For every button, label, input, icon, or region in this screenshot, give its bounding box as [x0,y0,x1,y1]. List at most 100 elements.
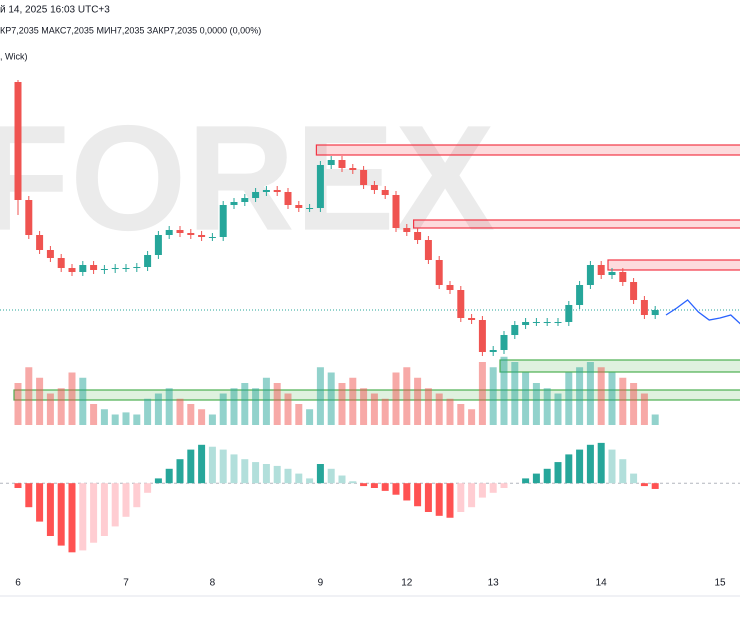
oscillator-bar [424,483,432,512]
candle-body [262,190,270,192]
volume-bar [327,372,335,425]
volume-bar [306,409,314,425]
volume-bar [165,388,173,425]
oscillator-bar [198,444,206,484]
x-tick-label: 6 [15,578,21,589]
candle-body [349,168,357,170]
candle-body [435,260,443,285]
volume-bar [36,377,44,425]
oscillator-bar [403,483,411,501]
candle-body [46,250,54,258]
oscillator-bar [381,483,389,491]
candle-body [187,233,195,235]
oscillator-bar [576,449,584,484]
volume-bar [176,398,184,425]
candle-body [565,305,573,322]
volume-bar [565,372,573,425]
candle-body [543,322,551,323]
candle-body [219,205,227,237]
volume-bar [230,388,238,425]
volume-bar [640,393,648,425]
candle-body [252,192,260,198]
oscillator-bar [392,483,400,495]
oscillator-bar [208,446,216,484]
candle-body [154,235,162,255]
volume-bar [208,414,216,425]
candle-body [446,285,454,290]
oscillator-bar [154,478,162,484]
volume-bar [478,362,486,425]
oscillator-bar [435,483,443,516]
candle-body [273,190,281,192]
oscillator-bar [79,483,87,551]
volume-bar [370,393,378,425]
watermark: RFOREX [0,94,495,262]
oscillator-bar [306,478,314,484]
oscillator-bar [133,483,141,508]
volume-bar [100,409,108,425]
volume-bar [500,356,508,425]
volume-bar [154,393,162,425]
oscillator-bar [316,464,324,484]
volume-bar [79,377,87,425]
candle-body [500,335,508,350]
oscillator-bar [273,465,281,484]
oscillator-bar [630,473,638,484]
price-zone [499,359,740,373]
volume-bar [284,393,292,425]
volume-bar [241,383,249,425]
candle-body [532,322,540,323]
candle-body [424,240,432,260]
settings-line: , Wick) [0,51,28,61]
volume-bar [111,414,119,425]
oscillator-bar [122,483,130,517]
oscillator-bar [57,483,65,546]
volume-bar [198,409,206,425]
oscillator-bar [90,483,98,543]
volume-bar [608,372,616,425]
oscillator-bar [176,459,184,484]
volume-bar [219,393,227,425]
candle-body [468,318,476,320]
oscillator-bar [468,483,476,508]
candle-body [619,272,627,282]
oscillator-bar [219,449,227,484]
x-tick-label: 9 [318,578,324,589]
header-date: й 14, 2025 16:03 UTC+3 [0,5,110,16]
volume-bar [90,404,98,425]
candle-body [284,192,292,205]
candle-body [576,285,584,305]
oscillator-bar [46,483,54,536]
candle-body [241,198,249,202]
volume-bar [187,404,195,425]
volume-bar [349,377,357,425]
volume-bar [262,377,270,425]
candle-body [640,300,648,315]
candle-body [403,228,411,232]
volume-bar [597,367,605,425]
oscillator-bar [370,483,378,488]
price-zone [607,259,740,271]
oscillator-bar [262,464,270,484]
price-zone [315,144,740,156]
oscillator-bar [597,442,605,484]
oscillator-bar [68,483,76,553]
volume-bar [511,362,519,425]
volume-bar [630,383,638,425]
x-tick-label: 13 [488,578,500,589]
oscillator-bar [295,473,303,484]
oscillator-bar [25,483,33,508]
oscillator-bar [640,483,648,487]
candle-body [586,265,594,285]
oscillator-bar [554,462,562,484]
volume-bar [25,367,33,425]
oscillator-bar [327,468,335,484]
candle-body [90,265,98,270]
price-zone [413,219,740,229]
oscillator-bar [144,483,152,493]
oscillator-bar [111,483,119,527]
candle-body [144,255,152,267]
volume-bar [46,393,54,425]
